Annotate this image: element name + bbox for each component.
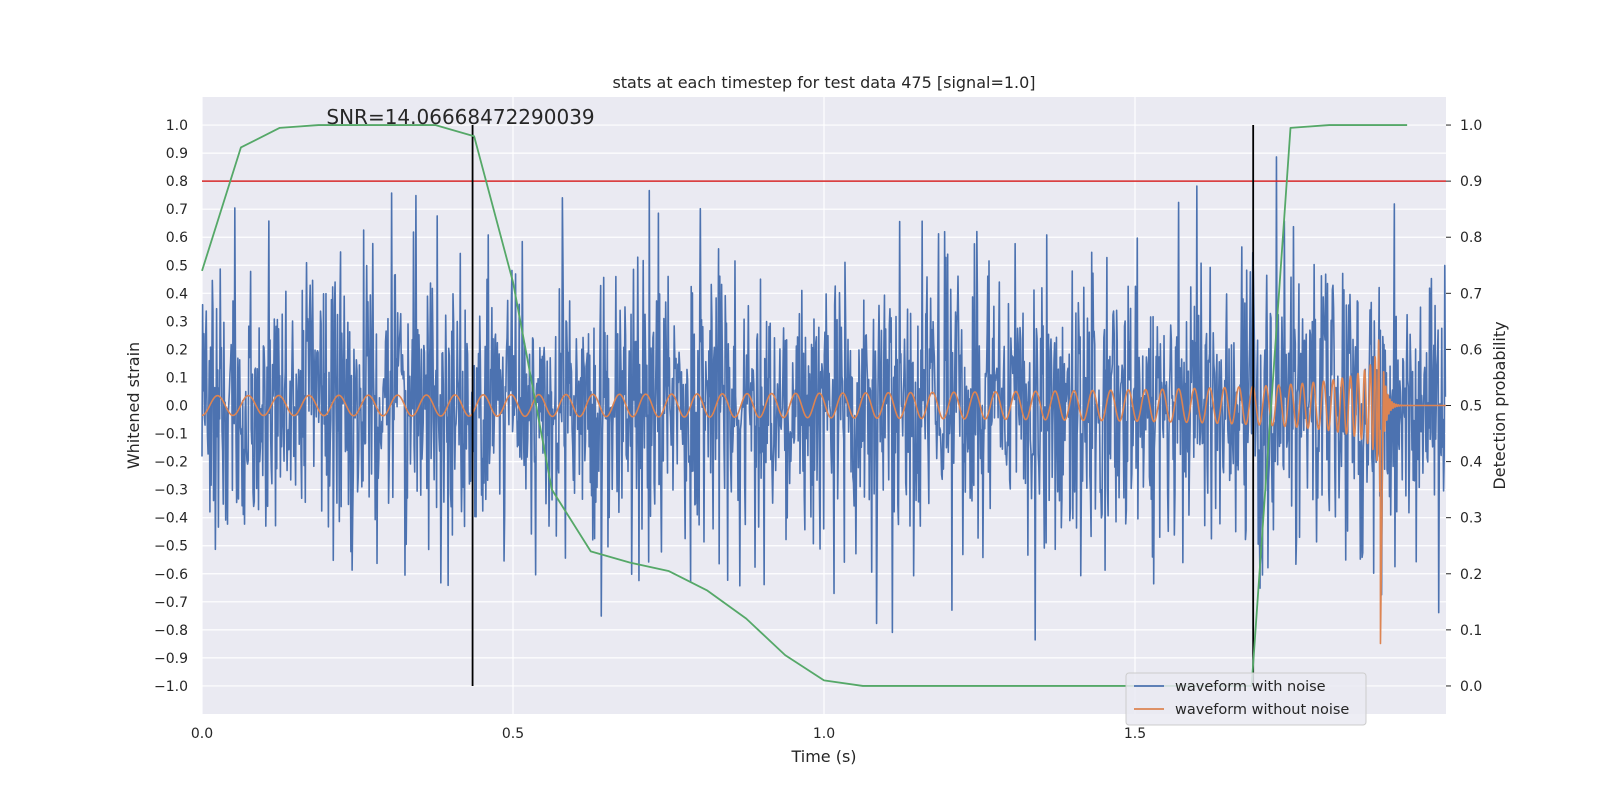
legend-label-clean: waveform without noise [1175,702,1349,718]
y-tick-label-right: 0.3 [1460,511,1482,527]
y-tick-label-left: −0.9 [154,651,188,667]
y-tick-label-left: −0.7 [154,595,188,611]
x-tick-label: 1.0 [813,726,835,742]
y-tick-label-left: 0.3 [166,314,188,330]
y-tick-label-right: 0.8 [1460,230,1482,246]
y-axis-label-left: Whitened strain [124,342,143,469]
x-tick-label: 1.5 [1124,726,1146,742]
y-tick-label-left: −0.4 [154,511,188,527]
y-tick-label-left: −0.2 [154,455,188,471]
y-tick-label-right: 0.0 [1460,679,1482,695]
y-tick-label-left: −0.5 [154,539,188,555]
y-tick-label-left: 0.7 [166,202,188,218]
chart-title: stats at each timestep for test data 475… [612,73,1035,92]
y-tick-label-left: 1.0 [166,118,188,134]
ticks: 0.0 0.5 1.0 1.5 1.0 0.9 0.8 0.7 0.6 0.5 0.4 0.3 0.2 0… [154,118,1482,742]
y-tick-label-right: 0.6 [1460,342,1482,358]
y-tick-label-right: 0.1 [1460,623,1482,639]
y-tick-label-right: 0.4 [1460,455,1482,471]
y-tick-label-left: −0.1 [154,427,188,443]
legend: waveform with noise waveform without noi… [1125,672,1367,726]
y-tick-label-right: 0.7 [1460,286,1482,302]
x-axis-label: Time (s) [790,747,856,766]
y-tick-label-left: 0.1 [166,370,188,386]
y-tick-label-left: −0.6 [154,567,188,583]
series-waveform-without-noise [201,339,1447,645]
y-tick-label-left: 0.5 [166,258,188,274]
snr-annotation: SNR=14.06668472290039 [326,105,594,129]
y-tick-label-left: 0.8 [166,174,188,190]
y-tick-label-left: −1.0 [154,679,188,695]
y-tick-label-left: −0.3 [154,483,188,499]
legend-box [1125,672,1367,726]
x-tick-label: 0.5 [502,726,524,742]
x-tick-label: 0.0 [191,726,213,742]
y-tick-label-left: 0.6 [166,230,188,246]
series-layer [201,124,1447,687]
y-tick-label-left: −0.8 [154,623,188,639]
y-axis-label-right: Detection probability [1490,321,1509,489]
y-tick-label-right: 0.5 [1460,399,1482,415]
y-tick-label-left: 0.2 [166,342,188,358]
series-waveform-with-noise [201,156,1447,641]
y-tick-label-left: 0.4 [166,286,188,302]
y-tick-label-right: 0.9 [1460,174,1482,190]
y-tick-label-right: 1.0 [1460,118,1482,134]
y-tick-label-left: 0.9 [166,146,188,162]
legend-label-noise: waveform with noise [1175,679,1326,695]
y-tick-label-left: 0.0 [166,399,188,415]
y-tick-label-right: 0.2 [1460,567,1482,583]
